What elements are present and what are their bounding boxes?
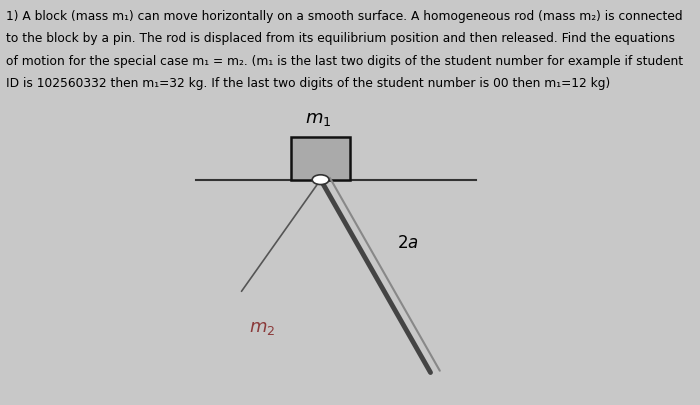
Text: 1) A block (mass m₁) can move horizontally on a smooth surface. A homogeneous ro: 1) A block (mass m₁) can move horizontal… (6, 10, 682, 23)
Bar (290, 138, 350, 180)
Text: of motion for the special case m₁ = m₂. (m₁ is the last two digits of the studen: of motion for the special case m₁ = m₂. … (6, 55, 682, 68)
Text: $m_1$: $m_1$ (305, 110, 332, 128)
Circle shape (312, 175, 329, 185)
Text: to the block by a pin. The rod is displaced from its equilibrium position and th: to the block by a pin. The rod is displa… (6, 32, 675, 45)
Text: $2a$: $2a$ (397, 234, 419, 252)
Text: $m_2$: $m_2$ (249, 318, 276, 336)
Text: ID is 102560332 then m₁=32 kg. If the last two digits of the student number is 0: ID is 102560332 then m₁=32 kg. If the la… (6, 77, 610, 90)
